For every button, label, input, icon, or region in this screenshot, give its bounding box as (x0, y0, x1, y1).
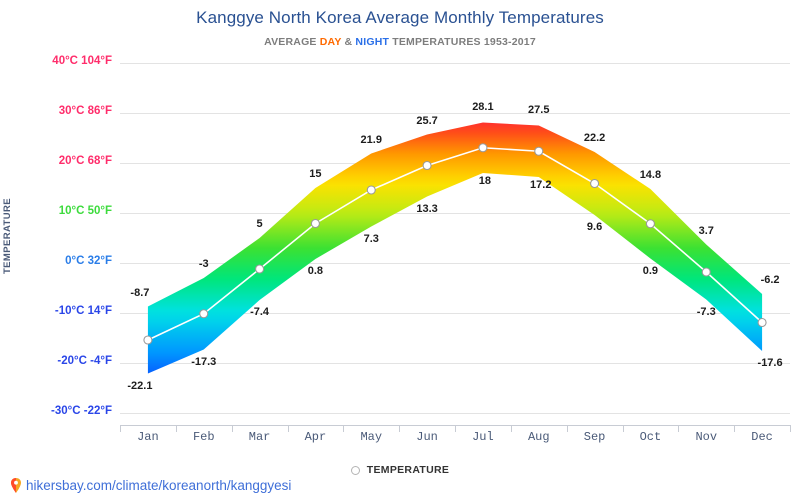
day-temperature-label-nov: 3.7 (676, 225, 736, 237)
day-temperature-label-jun: 25.7 (397, 115, 457, 127)
data-point-marker[interactable] (758, 319, 766, 327)
y-axis-tick-label: -10°C 14°F (22, 305, 112, 317)
y-axis-labels: 40°C 104°F 30°C 86°F 20°C 68°F 10°C 50°F 0°C… (22, 0, 112, 500)
data-point-marker[interactable] (535, 147, 543, 155)
day-temperature-label-dec: -6.2 (740, 274, 800, 286)
y-axis-tick-label: -20°C -4°F (22, 355, 112, 367)
data-point-marker[interactable] (646, 220, 654, 228)
night-temperature-label-jun: 13.3 (397, 203, 457, 215)
data-point-marker[interactable] (200, 310, 208, 318)
subtitle-night-word: NIGHT (355, 36, 389, 48)
data-point-marker[interactable] (256, 265, 264, 273)
data-point-marker[interactable] (702, 268, 710, 276)
y-axis-tick-label: 40°C 104°F (22, 55, 112, 67)
y-axis-tick-label: 10°C 50°F (22, 205, 112, 217)
day-temperature-label-jul: 28.1 (453, 101, 513, 113)
x-axis-label-apr: Apr (288, 430, 344, 444)
x-axis-tick (790, 425, 791, 432)
x-axis-label-dec: Dec (734, 430, 790, 444)
chart-subtitle: AVERAGE DAY & NIGHT TEMPERATURES 1953-20… (0, 36, 800, 48)
day-temperature-label-feb: -3 (174, 258, 234, 270)
map-pin-icon (10, 478, 22, 493)
circle-outline-icon (351, 466, 360, 475)
night-temperature-label-jul: 18 (455, 175, 515, 187)
subtitle-prefix: AVERAGE (264, 36, 320, 48)
data-point-marker[interactable] (367, 186, 375, 194)
y-axis-title: TEMPERATURE (2, 198, 13, 274)
x-axis-label-feb: Feb (176, 430, 232, 444)
night-temperature-label-feb: -17.3 (174, 356, 234, 368)
temperature-range-band (148, 123, 762, 374)
day-temperature-label-jan: -8.7 (110, 287, 170, 299)
day-temperature-label-mar: 5 (230, 218, 290, 230)
night-temperature-label-sep: 9.6 (565, 221, 625, 233)
day-temperature-label-aug: 27.5 (509, 104, 569, 116)
data-point-marker[interactable] (423, 162, 431, 170)
temperature-chart: Kanggye North Korea Average Monthly Temp… (0, 0, 800, 500)
data-point-marker[interactable] (591, 180, 599, 188)
night-temperature-label-may: 7.3 (341, 233, 401, 245)
y-axis-tick-label: 20°C 68°F (22, 155, 112, 167)
subtitle-day-word: DAY (320, 36, 342, 48)
page-title: Kanggye North Korea Average Monthly Temp… (0, 8, 800, 28)
x-axis-label-jan: Jan (120, 430, 176, 444)
y-axis-tick-label: 30°C 86°F (22, 105, 112, 117)
x-axis-label-nov: Nov (678, 430, 734, 444)
data-point-marker[interactable] (144, 336, 152, 344)
night-temperature-label-mar: -7.4 (230, 306, 290, 318)
y-axis-tick-label: 0°C 32°F (22, 255, 112, 267)
source-footer[interactable]: hikersbay.com/climate/koreanorth/kanggye… (10, 478, 291, 493)
x-axis-label-oct: Oct (623, 430, 679, 444)
data-point-marker[interactable] (479, 144, 487, 152)
data-point-marker[interactable] (311, 220, 319, 228)
night-temperature-label-oct: 0.9 (620, 265, 680, 277)
day-temperature-label-apr: 15 (285, 168, 345, 180)
night-temperature-label-nov: -7.3 (676, 306, 736, 318)
y-axis-tick-label: -30°C -22°F (22, 405, 112, 417)
chart-legend[interactable]: TEMPERATURE (0, 464, 800, 476)
day-temperature-label-oct: 14.8 (620, 169, 680, 181)
subtitle-ampersand: & (341, 36, 355, 48)
x-axis-label-aug: Aug (511, 430, 567, 444)
day-temperature-label-may: 21.9 (341, 134, 401, 146)
day-temperature-label-sep: 22.2 (565, 132, 625, 144)
subtitle-suffix: TEMPERATURES 1953-2017 (389, 36, 536, 48)
night-temperature-label-jan: -22.1 (110, 380, 170, 392)
night-temperature-label-dec: -17.6 (740, 357, 800, 369)
x-axis-label-jun: Jun (399, 430, 455, 444)
source-url[interactable]: hikersbay.com/climate/koreanorth/kanggye… (26, 478, 291, 493)
x-axis-label-jul: Jul (455, 430, 511, 444)
x-axis-label-mar: Mar (232, 430, 288, 444)
x-axis-label-sep: Sep (567, 430, 623, 444)
x-axis-label-may: May (343, 430, 399, 444)
night-temperature-label-aug: 17.2 (511, 179, 571, 191)
legend-label: TEMPERATURE (367, 464, 449, 476)
night-temperature-label-apr: 0.8 (285, 265, 345, 277)
